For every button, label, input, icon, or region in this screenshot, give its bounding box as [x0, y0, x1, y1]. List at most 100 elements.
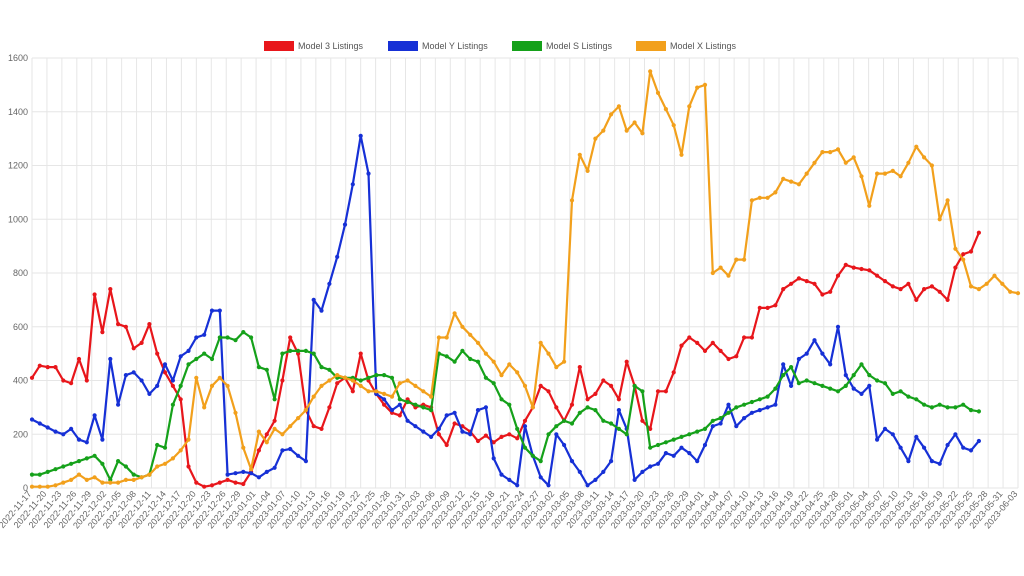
data-point [155, 383, 160, 388]
legend[interactable]: Model 3 Listings Model Y Listings Model S … [264, 41, 737, 51]
data-point [139, 378, 144, 383]
data-point [577, 152, 582, 157]
data-point [569, 459, 575, 464]
data-point [773, 303, 778, 308]
data-point [382, 402, 387, 407]
data-point [100, 330, 105, 335]
data-point [350, 389, 355, 394]
data-point [726, 402, 731, 407]
data-point [327, 378, 332, 383]
data-point [29, 472, 35, 477]
data-point [444, 354, 449, 359]
data-point [663, 440, 669, 445]
data-point [76, 459, 82, 464]
data-point [225, 477, 230, 482]
data-point [663, 389, 669, 394]
data-point [1008, 289, 1013, 294]
data-point [303, 348, 308, 353]
data-point [491, 456, 496, 461]
data-point [217, 308, 222, 313]
data-point [397, 413, 402, 418]
data-point [460, 429, 465, 434]
legend-item[interactable]: Model 3 Listings [264, 41, 364, 51]
data-point [843, 262, 848, 267]
data-point [178, 383, 183, 388]
data-point [327, 405, 332, 410]
data-point [687, 432, 692, 437]
data-point [515, 370, 520, 375]
data-point [585, 483, 590, 488]
data-point [288, 348, 293, 353]
data-point [288, 424, 293, 429]
data-point [546, 483, 551, 488]
data-point [554, 365, 559, 370]
data-point [820, 351, 825, 356]
data-point [342, 375, 348, 380]
data-point [953, 405, 958, 410]
data-point [546, 351, 551, 356]
data-point [851, 373, 856, 378]
data-point [757, 397, 762, 402]
data-point [272, 418, 277, 423]
data-point [562, 418, 567, 423]
data-point [968, 249, 974, 254]
legend-item[interactable]: Model S Listings [512, 41, 613, 51]
data-point [702, 82, 708, 87]
data-point [194, 356, 199, 362]
data-point [749, 335, 755, 340]
data-point [256, 365, 261, 370]
data-point [76, 437, 82, 442]
legend-item[interactable]: Model X Listings [636, 41, 737, 51]
data-point [436, 426, 441, 431]
data-point [123, 464, 128, 469]
data-point [742, 416, 747, 421]
data-point [976, 230, 982, 235]
data-point [69, 477, 74, 482]
data-point [217, 335, 222, 340]
data-point [765, 305, 770, 310]
data-point [898, 287, 903, 292]
data-point [890, 168, 895, 173]
data-point [194, 375, 199, 380]
data-point [569, 402, 575, 407]
data-point [225, 335, 230, 340]
data-point [749, 399, 755, 405]
data-point [405, 378, 410, 383]
data-point [225, 472, 230, 477]
data-point [170, 456, 175, 461]
data-point [84, 440, 89, 445]
data-point [374, 389, 379, 394]
data-point [264, 440, 269, 445]
data-point [968, 284, 974, 289]
data-point [655, 90, 661, 95]
data-point [241, 445, 246, 450]
data-point [922, 155, 927, 160]
data-point [538, 475, 543, 480]
data-point [585, 405, 590, 410]
data-point [726, 356, 731, 362]
data-point [202, 351, 207, 356]
data-point [397, 381, 402, 386]
data-point [421, 389, 426, 394]
data-point [804, 279, 809, 284]
legend-item[interactable]: Model Y Listings [388, 41, 488, 51]
data-point [820, 383, 825, 388]
data-point [92, 453, 97, 458]
data-point [405, 418, 410, 423]
data-point [742, 402, 747, 407]
data-point [335, 381, 340, 386]
data-point [272, 465, 277, 470]
data-point [671, 123, 676, 128]
data-point [225, 383, 230, 388]
data-point [382, 373, 387, 378]
data-point [186, 362, 191, 367]
data-point [875, 273, 880, 278]
data-point [804, 171, 809, 176]
data-point [961, 402, 966, 407]
data-point [671, 370, 676, 375]
data-point [61, 432, 66, 437]
data-point [648, 464, 653, 469]
data-point [929, 284, 935, 289]
data-point [123, 373, 128, 378]
data-point [820, 150, 825, 155]
